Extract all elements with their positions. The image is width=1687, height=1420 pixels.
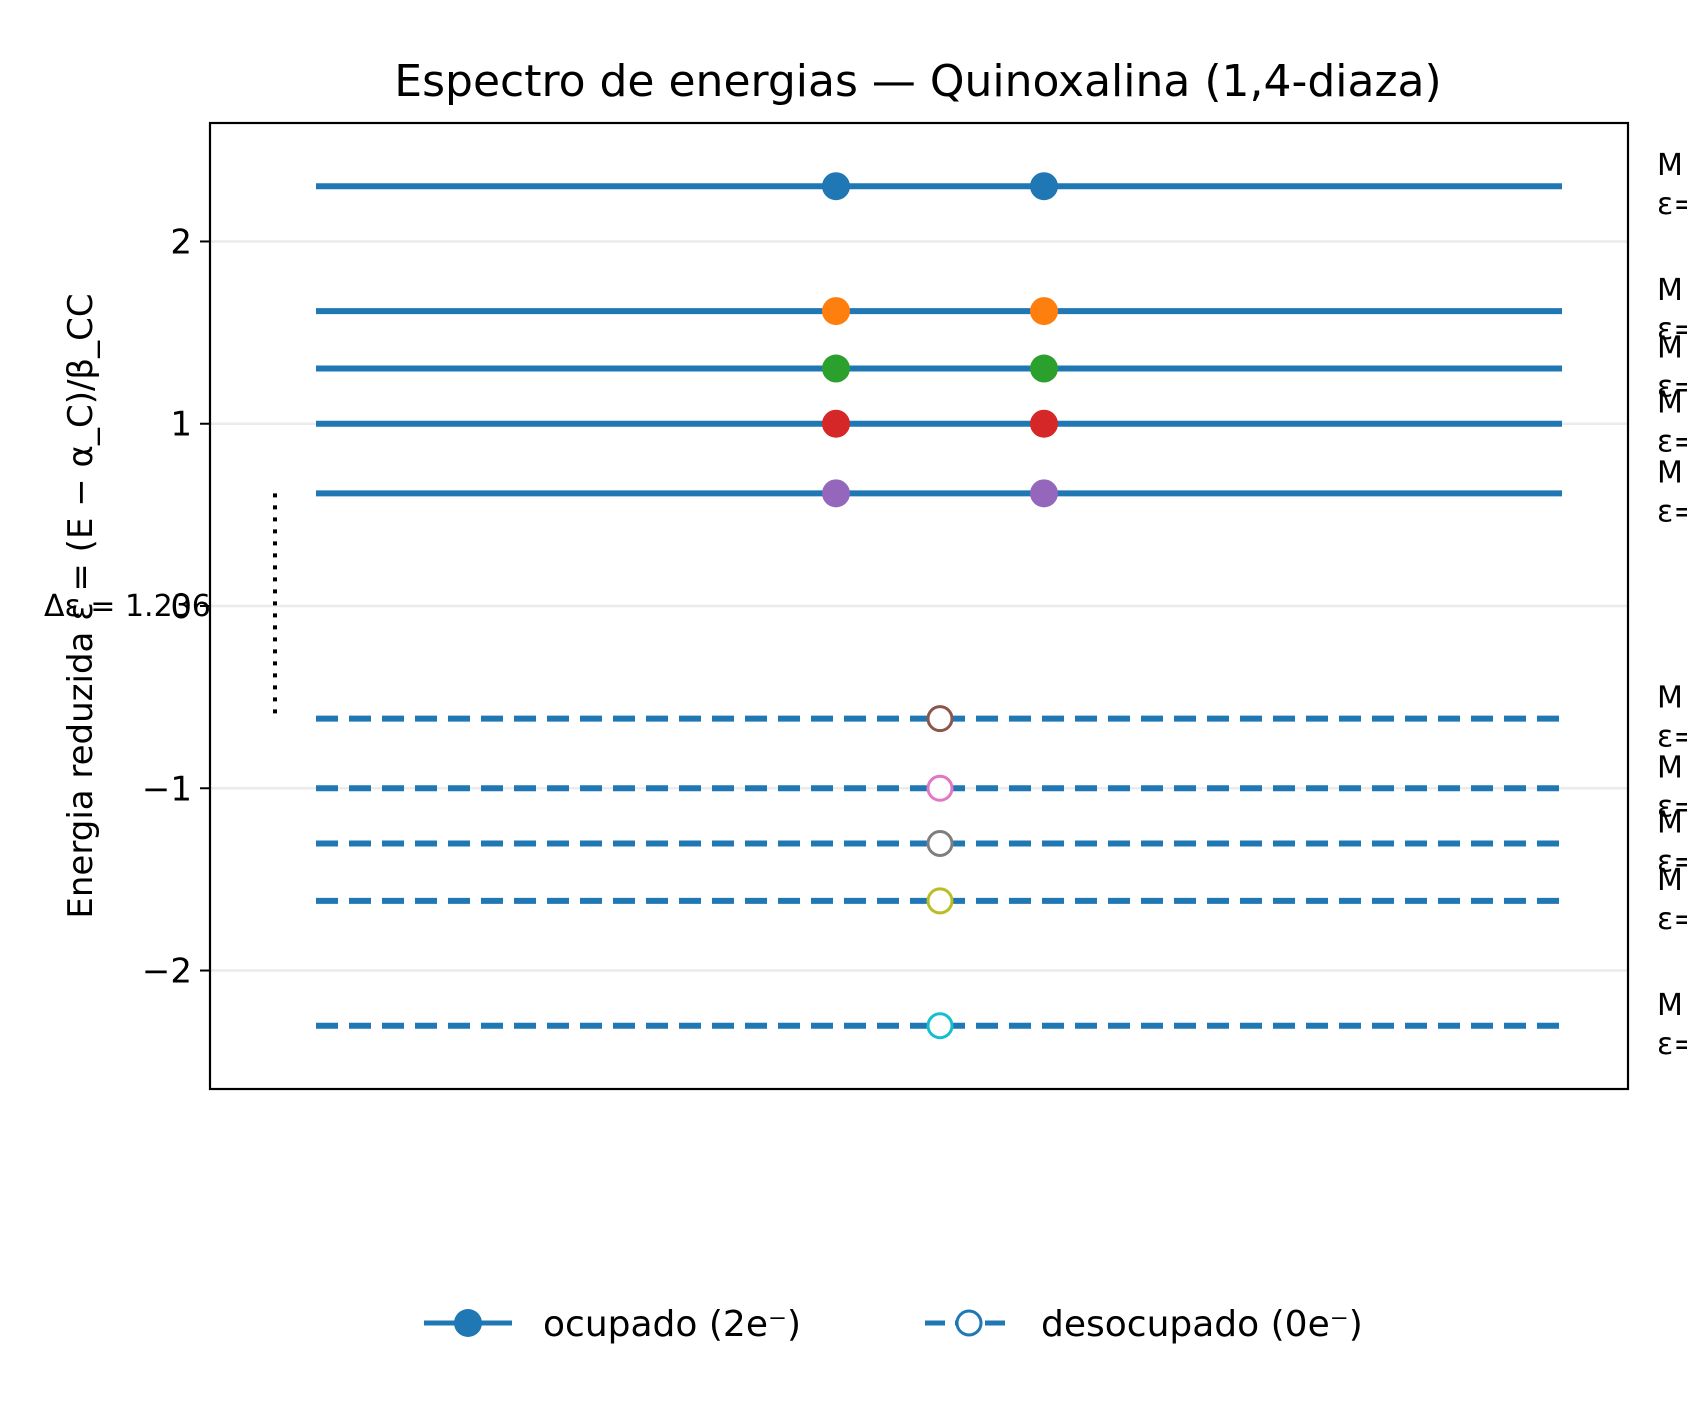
level-label-name: M [1657,331,1683,366]
legend-occupied-marker [454,1309,482,1337]
level-label-name: M [1657,750,1683,785]
electron-marker [1030,409,1058,438]
energy-levels [316,172,1562,1040]
empty-orbital-marker [926,1012,954,1040]
electron-marker [822,172,850,201]
y-tick-label: 0 [170,587,192,627]
level-label-name: M [1657,805,1683,840]
empty-orbital-marker [926,705,954,733]
level-label-energy: ε= [1657,494,1687,529]
y-tick-label: −1 [142,769,192,809]
gap-label: Δε = 1.236 [44,589,211,624]
level-label-energy: ε= [1657,844,1687,879]
chart-title: Espectro de energias — Quinoxalina (1,4-… [394,56,1441,107]
empty-orbital-marker [926,829,954,857]
legend-unoccupied-marker [955,1309,983,1337]
level-labels: Mε=Mε=Mε=Mε=Mε=Mε=Mε=Mε=Mε=Mε= [1657,148,1687,1062]
y-axis-label: Energia reduzida ε = (E − α_C)/β_CC [61,293,101,918]
electron-marker [1030,354,1058,383]
y-tick-label: 1 [170,405,192,445]
electron-marker [1030,297,1058,326]
y-tick-label: 2 [170,222,192,262]
electron-marker [1030,479,1058,508]
electron-marker [822,297,850,326]
level-label-energy: ε= [1657,312,1687,347]
level-label-energy: ε= [1657,1027,1687,1062]
y-tick-label: −2 [142,952,192,992]
level-label-energy: ε= [1657,187,1687,222]
electron-marker [1030,172,1058,201]
electron-marker [822,479,850,508]
level-label-energy: ε= [1657,902,1687,937]
electron-marker [822,354,850,383]
level-label-energy: ε= [1657,425,1687,460]
legend: ocupado (2e⁻) desocupado (0e⁻) [424,1304,1363,1345]
legend-unoccupied-label: desocupado (0e⁻) [1041,1304,1363,1345]
level-label-energy: ε= [1657,789,1687,824]
level-label-name: M [1657,386,1683,421]
level-label-energy: ε= [1657,720,1687,755]
level-label-energy: ε= [1657,370,1687,405]
legend-occupied-label: ocupado (2e⁻) [543,1304,801,1345]
y-axis-ticks: 2 1 0 −1 −2 [142,222,210,992]
level-label-name: M [1657,988,1683,1023]
gap-indicator: Δε = 1.236 [44,493,277,719]
level-label-name: M [1657,273,1683,308]
electron-marker [822,409,850,438]
level-label-name: M [1657,863,1683,898]
empty-orbital-marker [926,774,954,802]
level-label-name: M [1657,455,1683,490]
level-label-name: M [1657,681,1683,716]
empty-orbital-marker [926,887,954,915]
level-label-name: M [1657,148,1683,183]
